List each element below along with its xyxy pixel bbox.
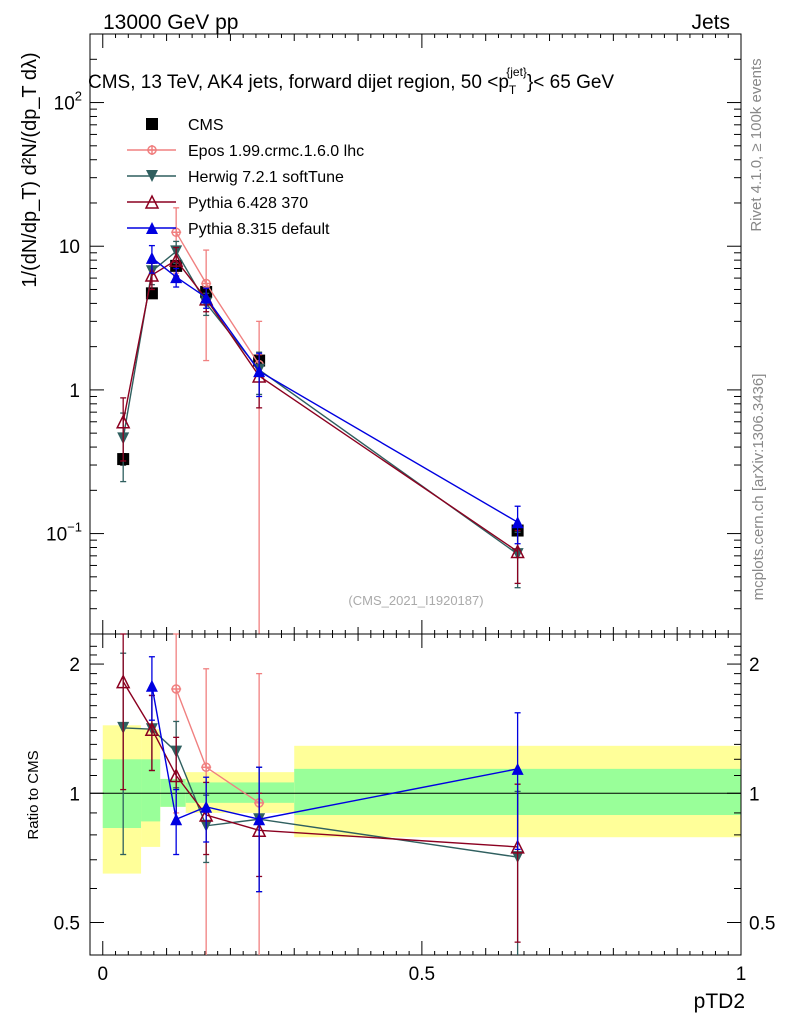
pythia6-series-line — [123, 260, 517, 551]
herwig-series-line — [123, 251, 517, 554]
mcplots-credit: mcplots.cern.ch [arXiv:1306.3436] — [750, 374, 767, 601]
y-axis-label-ratio: Ratio to CMS — [25, 750, 42, 839]
ratio-y-tick-label-right: 0.5 — [749, 913, 775, 934]
ratio-ylabel: Ratio to CMS — [25, 750, 42, 839]
epos-point — [171, 227, 181, 237]
legend-epos-marker-cross — [147, 145, 157, 155]
pythia8-point — [512, 516, 524, 528]
ratio-y-tick-label: 0.5 — [54, 913, 80, 934]
ratio-y-tick-label-right: 1 — [749, 784, 760, 805]
epos-point-cross — [201, 762, 211, 772]
title-main: CMS, 13 TeV, AK4 jets, forward dijet reg… — [88, 72, 509, 93]
ratio-band-inner — [186, 782, 295, 802]
ratio-band-inner — [141, 759, 160, 821]
legend-cms-label: CMS — [188, 117, 224, 134]
epos-point-cross — [171, 227, 181, 237]
y-tick-label: 102 — [54, 89, 82, 115]
title-subscript: T — [509, 83, 517, 97]
x-axis-label: pTD2 — [694, 990, 745, 1013]
y-tick-label: 1 — [69, 381, 80, 402]
analysis-watermark: (CMS_2021_I1920187) — [348, 593, 483, 608]
epos-series-line — [176, 232, 259, 364]
rivet-credit: Rivet 4.1.0, ≥ 100k events — [748, 58, 765, 231]
epos-point — [171, 684, 181, 694]
pythia8-point — [170, 813, 182, 825]
x-tick-label: 0 — [97, 964, 108, 985]
ratio-y-tick-label-right: 2 — [749, 655, 760, 676]
epos-point — [201, 762, 211, 772]
chart-figure: 13000 GeV pp Jets 10−1110102(CMS_2021_I1… — [0, 0, 786, 1024]
ratio-y-tick-label: 1 — [69, 784, 80, 805]
x-tick-label: 1 — [736, 964, 747, 985]
ratio-plot-panel: 0 0.5 1 0.5 0.5 1 1 2 2 — [54, 634, 776, 985]
y-tick-label: 10−1 — [46, 520, 82, 546]
y-axis-label-main: 1/(dN/dp_T) d²N/(dp_T dλ) — [19, 52, 41, 287]
energy-label: 13000 GeV pp — [103, 11, 238, 34]
chart-title: CMS, 13 TeV, AK4 jets, forward dijet reg… — [88, 65, 614, 97]
pythia6-point — [117, 676, 129, 688]
ratio-y-tick-label: 2 — [69, 655, 80, 676]
category-label: Jets — [691, 11, 730, 34]
y-axis-label-text: 1/(dN/dp_T) d²N/(dp_T dλ) — [19, 52, 41, 287]
x-tick-label: 0.5 — [409, 964, 435, 985]
pythia6-point — [170, 770, 182, 782]
title-tail: }< 65 GeV — [527, 72, 614, 93]
rivet-credit-text: Rivet 4.1.0, ≥ 100k events — [748, 58, 765, 231]
legend-pythia6-label: Pythia 6.428 370 — [188, 195, 308, 212]
mcplots-credit-text: mcplots.cern.ch [arXiv:1306.3436] — [750, 374, 767, 601]
legend-epos-label: Epos 1.99.crmc.1.6.0 lhc — [188, 143, 364, 160]
epos-point-cross — [171, 684, 181, 694]
y-tick-label: 10 — [59, 237, 80, 258]
legend-cms-marker — [146, 118, 158, 130]
legend-pythia8-label: Pythia 8.315 default — [188, 221, 330, 238]
title-superscript: {jet} — [506, 65, 527, 79]
legend-herwig-label: Herwig 7.2.1 softTune — [188, 169, 344, 186]
legend-epos-marker — [147, 145, 157, 155]
pythia8-point — [146, 680, 158, 692]
pythia8-point — [146, 252, 158, 264]
